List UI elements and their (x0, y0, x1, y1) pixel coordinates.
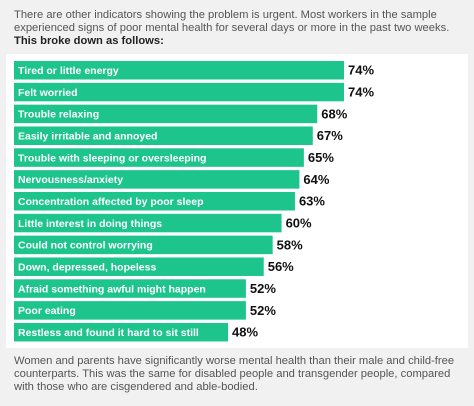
bar (14, 82, 344, 102)
lead-text: This broke down as follows: (14, 35, 164, 47)
value-label: 52% (250, 303, 276, 318)
bar-label: Concentration affected by poor sleep (18, 196, 204, 208)
value-label: 67% (317, 128, 343, 143)
bar-label: Poor eating (18, 305, 76, 317)
bar (14, 104, 318, 124)
value-label: 74% (348, 85, 374, 100)
bar (14, 191, 295, 211)
value-label: 56% (268, 259, 294, 274)
value-label: 65% (308, 150, 334, 165)
bar (14, 61, 344, 80)
bar-label: Afraid something awful might happen (18, 283, 206, 295)
bar (14, 235, 273, 255)
bar (14, 126, 313, 145)
bar-label: Down, depressed, hopeless (18, 262, 156, 274)
bar-label: Felt worried (18, 87, 78, 99)
value-label: 68% (321, 106, 347, 121)
bar-label: Trouble relaxing (18, 109, 99, 121)
bar (14, 257, 264, 276)
value-label: 60% (286, 215, 312, 230)
value-label: 74% (348, 63, 374, 78)
bar-label: Little interest in doing things (18, 218, 162, 230)
bar-label: Could not control worrying (18, 240, 153, 252)
value-label: 52% (250, 281, 276, 296)
bar-label: Tired or little energy (18, 65, 119, 77)
bar-label: Easily irritable and annoyed (18, 131, 157, 143)
bar-label: Nervousness/anxiety (18, 174, 123, 186)
value-label: 63% (299, 194, 325, 209)
bar (14, 322, 229, 342)
value-label: 64% (303, 172, 329, 187)
bar (14, 213, 282, 233)
value-label: 48% (232, 325, 258, 340)
bar-label: Trouble with sleeping or oversleeping (18, 152, 206, 164)
intro-text: There are other indicators showing the p… (14, 9, 450, 34)
bar (14, 301, 246, 320)
bar (14, 279, 246, 298)
value-label: 58% (277, 237, 303, 252)
chart: Tired or little energy 74% Felt worried 74%… (6, 54, 468, 348)
bar (14, 170, 300, 189)
outro-text: Women and parents have significantly wor… (14, 355, 455, 393)
bar (14, 148, 304, 167)
bar-label: Restless and found it hard to sit still (18, 327, 199, 339)
